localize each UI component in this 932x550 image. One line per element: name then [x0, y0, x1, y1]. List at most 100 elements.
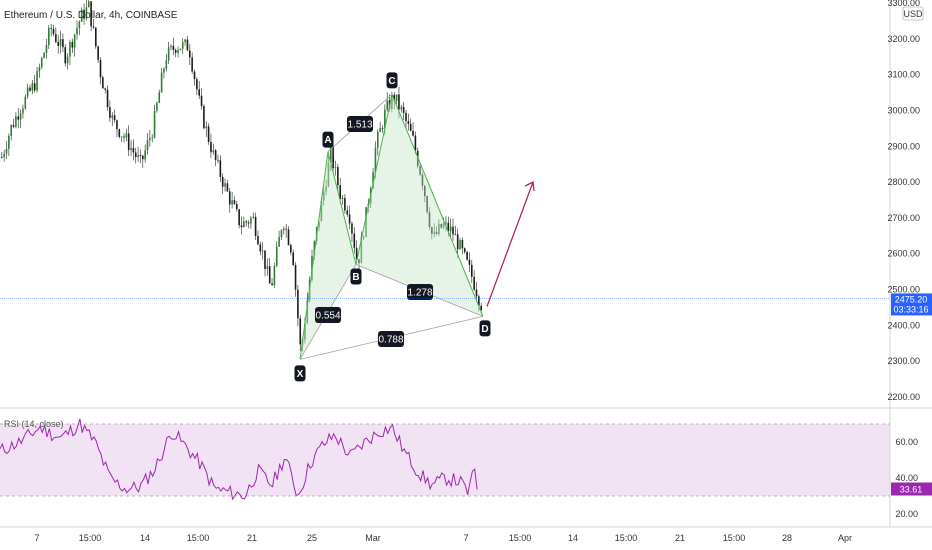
candle-body: [15, 116, 17, 127]
candle-body: [339, 185, 341, 200]
candle-body: [189, 50, 191, 58]
countdown-tag: 03:33:16: [893, 304, 928, 314]
candle-body: [238, 209, 240, 226]
candle-body: [177, 50, 179, 53]
candle-body: [468, 259, 471, 265]
candle-body: [264, 250, 266, 269]
rsi-tick-label: 20.00: [895, 509, 918, 519]
candle-body: [442, 223, 445, 228]
candle-body: [283, 228, 285, 231]
candle-body: [5, 148, 8, 154]
candle-body: [219, 160, 222, 177]
candle-body: [407, 121, 410, 124]
candle-body: [142, 155, 144, 160]
pattern-leg-bc: [355, 94, 393, 265]
candle-body: [414, 135, 417, 151]
point-box-x: [294, 365, 306, 382]
candle-body: [50, 27, 52, 29]
price-pane[interactable]: 0.554 1.513 1.278 0.788 X A B C D: [1, 0, 535, 382]
candle-body: [217, 159, 219, 161]
candle-body: [165, 60, 168, 69]
candle-body: [374, 147, 377, 173]
candle-body: [245, 221, 247, 223]
candle-body: [447, 222, 450, 232]
candle-body: [463, 248, 466, 252]
price-tick-label: 2700.00: [887, 213, 920, 223]
candle-body: [224, 183, 226, 187]
candle-body: [170, 45, 172, 48]
candle-body: [240, 225, 243, 228]
candle-body: [116, 120, 118, 130]
candle-body: [355, 247, 358, 260]
candle-body: [48, 27, 50, 46]
candle-body: [10, 124, 12, 137]
time-tick-label: 7: [34, 533, 39, 543]
candle-body: [87, 1, 90, 8]
candle-body: [134, 152, 137, 158]
ratio-box-xb: [315, 307, 341, 323]
candle-body: [167, 47, 170, 61]
time-tick-label: 15:00: [615, 533, 638, 543]
candle-body: [78, 21, 81, 29]
candle-body: [198, 89, 200, 96]
rsi-value-tag-box: [891, 482, 932, 496]
time-axis[interactable]: 7 15:00 14 15:00 21 25 Mar 15:00 7 15:00 14 15:00 21…: [34, 533, 852, 543]
candle-body: [405, 112, 407, 122]
price-axis[interactable]: 3300.00 3200.00 3100.00 3000.00 2900.00 2800.…: [887, 0, 920, 402]
candle-body: [252, 216, 255, 218]
harmonic-pattern[interactable]: 0.554 1.513 1.278 0.788 X A B C D: [294, 72, 535, 382]
price-tick-label: 3000.00: [887, 105, 920, 115]
price-tick-label: 2200.00: [887, 392, 920, 402]
candle-body: [97, 46, 99, 60]
price-tick-label: 3100.00: [887, 70, 920, 80]
candle-body: [71, 42, 74, 48]
point-box-d: [479, 320, 491, 337]
candle-body: [304, 323, 306, 340]
candle-body: [24, 96, 27, 109]
candle-body: [475, 289, 478, 297]
candle-body: [160, 72, 163, 93]
point-label-c: C: [388, 76, 395, 87]
point-box-c: [386, 72, 398, 89]
candle-body: [90, 1, 92, 27]
candle-body: [153, 110, 156, 138]
candle-body: [102, 77, 104, 89]
time-tick-label: 15:00: [723, 533, 746, 543]
candle-body: [360, 237, 363, 264]
candle-body: [330, 145, 332, 163]
rsi-pane[interactable]: [0, 418, 890, 501]
candle-body: [26, 87, 29, 97]
candle-body: [454, 234, 457, 236]
candle-body: [137, 155, 139, 158]
time-tick-label: 21: [247, 533, 257, 543]
time-tick-label: Apr: [838, 533, 852, 543]
point-label-a: A: [324, 135, 331, 146]
candle-body: [172, 45, 175, 50]
price-tick-label: 3200.00: [887, 34, 920, 44]
time-tick-label: 21: [675, 533, 685, 543]
candle-body: [391, 94, 393, 109]
rsi-axis[interactable]: 60.00 40.00 20.00: [895, 437, 918, 519]
candle-body: [285, 228, 287, 230]
candle-body: [83, 9, 85, 19]
point-box-b: [350, 268, 362, 285]
pattern-fill-bcd: [356, 94, 483, 317]
candle-body: [438, 224, 440, 235]
candle-body: [45, 45, 48, 53]
price-tick-label: 2400.00: [887, 320, 920, 330]
candle-body: [377, 131, 379, 148]
candle-body: [473, 276, 475, 290]
candle-body: [480, 305, 482, 310]
candle-body: [421, 174, 424, 186]
candle-body: [325, 186, 327, 192]
candle-body: [57, 41, 59, 46]
projection-arrowhead: [524, 181, 535, 192]
pattern-leg-xa: [299, 151, 329, 360]
candle-body: [1, 157, 3, 158]
candle-body: [334, 167, 337, 168]
candle-body: [236, 204, 238, 210]
currency-badge[interactable]: USD: [903, 9, 923, 19]
candle-body: [320, 200, 323, 222]
candle-body: [247, 222, 250, 224]
